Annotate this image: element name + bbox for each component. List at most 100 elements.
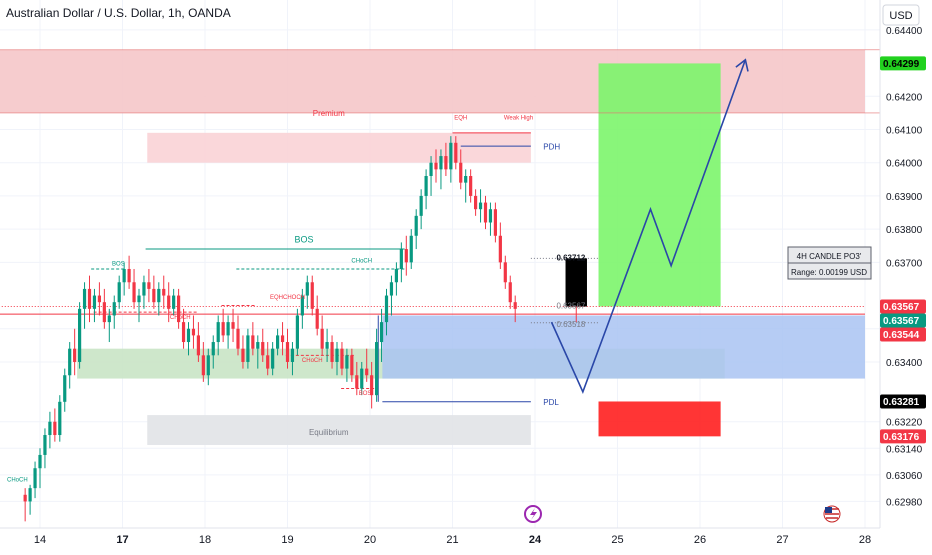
candle-body: [117, 282, 121, 303]
flag-canton[interactable]: [825, 507, 832, 513]
currency-button-label[interactable]: USD: [889, 10, 912, 22]
range-info-value: Range: 0.00199 USD: [791, 268, 867, 277]
price-label-text: 0.63176: [883, 432, 920, 443]
candle-body: [483, 202, 488, 223]
choch-left-label: CHoCH: [170, 315, 191, 321]
candle-body: [186, 328, 191, 343]
price-label-tag: [880, 429, 926, 444]
target-zone: [598, 63, 721, 307]
price-label-text: 0.63281: [883, 397, 920, 408]
price-tick-label: 0.63400: [886, 358, 923, 369]
candle-body: [320, 328, 324, 349]
candle-body: [162, 288, 166, 296]
candle-body: [201, 355, 205, 376]
candle-body: [276, 335, 280, 349]
candle-body: [211, 342, 215, 356]
candle-body: [360, 368, 364, 389]
candle-body: [28, 488, 32, 502]
candle-body: [82, 288, 87, 309]
price-axis[interactable]: 0.62980 0.63060 0.63140 0.63220 0.63400 0.635…: [879, 0, 932, 528]
time-tick-label: 28: [859, 534, 871, 546]
price-label-tag: [880, 327, 926, 342]
range-info-title: 4H CANDLE PO3': [797, 252, 862, 261]
candle-body: [345, 355, 349, 369]
candle-body: [429, 162, 433, 176]
stop-zone: [598, 401, 721, 437]
candle-body: [513, 302, 517, 309]
eqh-label: EQH: [454, 116, 467, 122]
candle-body: [53, 421, 57, 436]
candle-body: [508, 282, 512, 303]
candle-body: [379, 322, 384, 343]
candle-body: [419, 195, 423, 216]
price-label-text: 0.63567: [883, 302, 920, 313]
price-tick-label: 0.63800: [886, 225, 923, 236]
logo-bolt[interactable]: [530, 508, 537, 520]
candle-body: [87, 288, 92, 309]
tradingview-logo-icon[interactable]: [524, 505, 542, 523]
premium-label: Premium: [313, 109, 345, 118]
price-tick-label: 0.64200: [886, 92, 923, 103]
candle-body: [498, 235, 502, 263]
pdh-label: PDH: [543, 142, 560, 151]
candle-body: [68, 348, 72, 376]
bos-big-label: BOS: [294, 234, 313, 244]
candle-body: [152, 288, 156, 303]
candle-body: [38, 454, 42, 469]
price-tick-label: 0.62980: [886, 497, 923, 508]
candle-body: [132, 282, 136, 303]
candle-body: [167, 295, 171, 309]
price-tick-label: 0.64000: [886, 159, 923, 170]
structure-lines: [0, 132, 865, 403]
candle-body: [503, 262, 507, 283]
candle-body: [290, 348, 295, 362]
candle-body: [142, 282, 146, 296]
candle-body: [325, 342, 329, 349]
equilibrium-zone: [147, 415, 531, 445]
supply-zone: [0, 49, 865, 113]
projection-path: [550, 59, 747, 394]
candle-body: [365, 368, 369, 376]
candle-body: [236, 328, 240, 349]
time-tick-label: 14: [34, 534, 46, 546]
fvg-mid-label: 0.63567: [556, 301, 585, 310]
candle-body: [261, 342, 265, 356]
candle-body: [251, 335, 255, 349]
candle-body: [63, 375, 67, 402]
candle-body: [256, 342, 260, 349]
bos-bottom-label: BOS: [359, 391, 372, 397]
fvg-bottom-label: 0.63518: [556, 320, 585, 329]
candle-body: [459, 162, 463, 183]
candle-body: [355, 375, 359, 389]
time-tick-label: 17: [116, 534, 128, 546]
currency-button[interactable]: USD: [882, 4, 920, 26]
candle-body: [127, 268, 131, 283]
annotation-labels: Premium Equilibrium PDH PDL EQH Weak High BOS B…: [7, 109, 586, 483]
choch-edge-label: CHoCH: [7, 478, 28, 484]
candle-body: [231, 322, 235, 329]
candle-body: [157, 288, 161, 303]
candle-body: [449, 142, 453, 170]
candle-body: [73, 348, 77, 362]
candle-body: [454, 142, 458, 163]
candle-body: [464, 176, 468, 183]
candle-body: [102, 302, 106, 323]
candle-body: [439, 156, 443, 170]
candle-body: [137, 295, 141, 303]
candle-body: [177, 295, 181, 323]
candle-body: [58, 401, 62, 436]
premium-zone: [147, 132, 531, 163]
candle-body: [493, 209, 497, 236]
us-flag-icon[interactable]: [823, 505, 841, 523]
price-label-text: 0.63544: [883, 330, 920, 341]
candle-body: [285, 342, 290, 362]
time-tick-label: 26: [694, 534, 706, 546]
candles-layer: [23, 136, 517, 522]
currency-button-box[interactable]: [882, 4, 920, 26]
candle-body: [469, 176, 473, 196]
candle-body: [33, 468, 37, 489]
time-axis[interactable]: 14 17 18 19 20 21 24 25 26 27 28: [0, 527, 932, 550]
candle-body: [191, 328, 196, 336]
